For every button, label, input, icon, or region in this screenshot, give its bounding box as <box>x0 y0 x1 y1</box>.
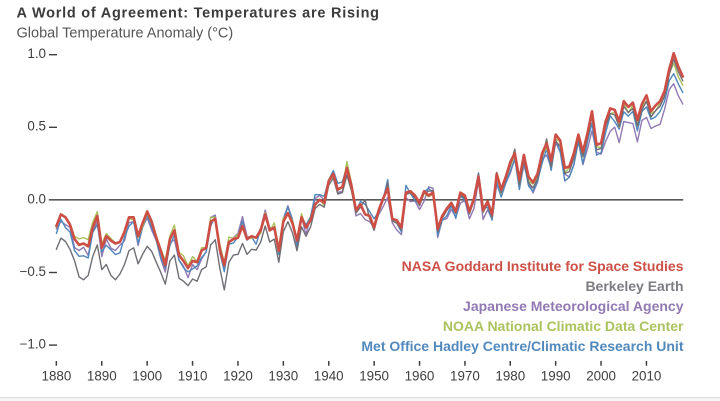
svg-text:2000: 2000 <box>586 369 616 384</box>
svg-text:2010: 2010 <box>632 369 662 384</box>
svg-text:1950: 1950 <box>359 369 389 384</box>
svg-text:1890: 1890 <box>87 369 117 384</box>
svg-text:1980: 1980 <box>495 369 525 384</box>
svg-text:NOAA National Climatic Data Ce: NOAA National Climatic Data Center <box>443 318 684 334</box>
svg-text:−0.5: −0.5 <box>20 264 46 279</box>
svg-text:0.0: 0.0 <box>27 191 46 206</box>
svg-text:1880: 1880 <box>42 369 72 384</box>
svg-text:1900: 1900 <box>132 369 162 384</box>
svg-text:1990: 1990 <box>541 369 571 384</box>
svg-text:1910: 1910 <box>178 369 208 384</box>
svg-text:A World of Agreement: Temperat: A World of Agreement: Temperatures are R… <box>17 6 380 22</box>
svg-text:NASA Goddard Institute for Spa: NASA Goddard Institute for Space Studies <box>402 258 684 274</box>
svg-text:Met Office Hadley Centre/Clima: Met Office Hadley Centre/Climatic Resear… <box>361 338 683 354</box>
svg-text:1970: 1970 <box>450 369 480 384</box>
svg-text:1930: 1930 <box>268 369 298 384</box>
svg-text:0.5: 0.5 <box>27 119 46 134</box>
svg-text:Berkeley Earth: Berkeley Earth <box>585 278 683 294</box>
svg-text:−1.0: −1.0 <box>20 337 46 352</box>
svg-text:1940: 1940 <box>314 369 344 384</box>
svg-text:Global Temperature Anomaly (°C: Global Temperature Anomaly (°C) <box>17 26 234 42</box>
svg-text:1920: 1920 <box>223 369 253 384</box>
svg-text:1960: 1960 <box>405 369 435 384</box>
svg-text:Japanese Meteorological Agency: Japanese Meteorological Agency <box>463 298 684 314</box>
svg-text:1.0: 1.0 <box>27 46 46 61</box>
